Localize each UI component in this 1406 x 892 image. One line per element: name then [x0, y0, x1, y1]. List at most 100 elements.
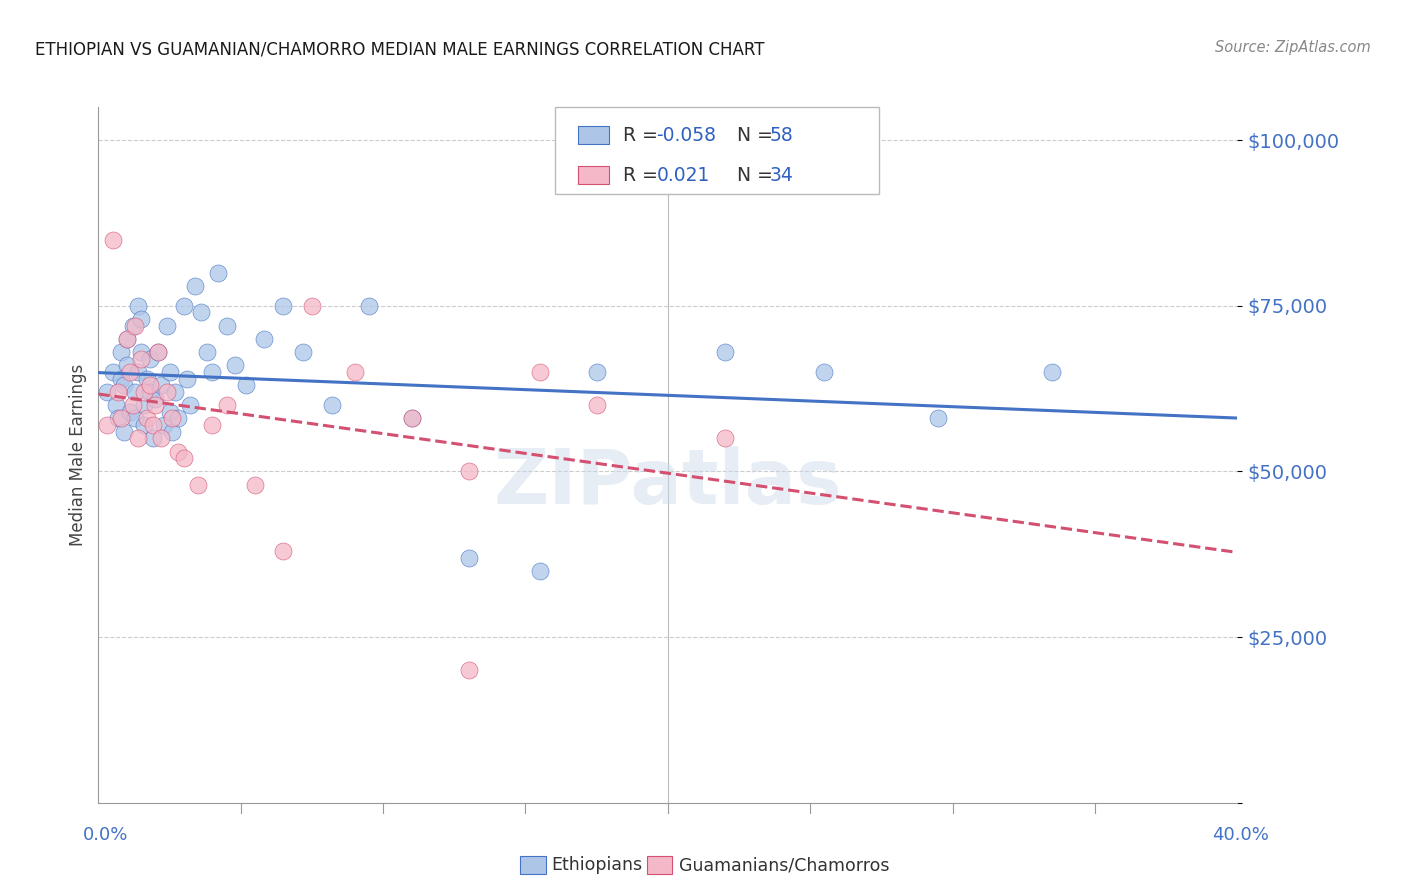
Point: [529, 564, 551, 578]
Point: [813, 365, 835, 379]
Point: [112, 425, 135, 439]
Point: [714, 345, 737, 359]
Point: [457, 663, 479, 677]
Point: [173, 451, 195, 466]
Point: [107, 384, 129, 399]
Point: [162, 411, 184, 425]
Text: Guamanians/Chamorros: Guamanians/Chamorros: [679, 856, 890, 874]
Point: [529, 365, 551, 379]
Point: [714, 431, 737, 445]
Point: [301, 299, 323, 313]
Point: [235, 378, 257, 392]
Point: [145, 392, 167, 406]
Point: [96, 418, 118, 433]
Point: [153, 418, 176, 433]
Point: [118, 365, 141, 379]
Point: [401, 411, 423, 425]
Point: [201, 365, 224, 379]
Point: [273, 544, 295, 558]
Point: [156, 318, 179, 333]
Point: [321, 398, 343, 412]
Point: [135, 411, 157, 425]
Text: 34: 34: [769, 166, 793, 185]
Point: [124, 318, 146, 333]
Point: [148, 345, 170, 359]
Point: [179, 398, 201, 412]
Point: [184, 279, 207, 293]
Point: [129, 351, 152, 366]
Text: 0.0%: 0.0%: [83, 826, 128, 844]
Point: [141, 418, 163, 433]
Point: [167, 444, 190, 458]
Point: [129, 312, 152, 326]
Text: ZIPatlas: ZIPatlas: [494, 446, 842, 520]
Point: [150, 378, 173, 392]
Text: R =: R =: [623, 166, 669, 185]
Point: [927, 411, 949, 425]
Point: [127, 365, 149, 379]
Text: Source: ZipAtlas.com: Source: ZipAtlas.com: [1215, 40, 1371, 55]
Point: [127, 431, 149, 445]
Point: [357, 299, 380, 313]
Point: [224, 359, 246, 373]
Text: 0.021: 0.021: [657, 166, 710, 185]
Point: [215, 398, 238, 412]
Text: N =: N =: [725, 166, 779, 185]
Point: [110, 345, 132, 359]
Point: [176, 372, 198, 386]
Point: [132, 398, 155, 412]
Point: [162, 425, 184, 439]
Point: [107, 411, 129, 425]
Point: [127, 299, 149, 313]
Point: [159, 405, 181, 419]
Point: [585, 398, 607, 412]
Point: [101, 365, 124, 379]
Point: [215, 318, 238, 333]
Point: [1040, 365, 1063, 379]
Point: [101, 233, 124, 247]
Point: [115, 332, 138, 346]
Point: [124, 411, 146, 425]
Text: -0.058: -0.058: [657, 126, 717, 145]
Point: [252, 332, 274, 346]
Text: ETHIOPIAN VS GUAMANIAN/CHAMORRO MEDIAN MALE EARNINGS CORRELATION CHART: ETHIOPIAN VS GUAMANIAN/CHAMORRO MEDIAN M…: [35, 40, 765, 58]
Text: N =: N =: [725, 126, 779, 145]
Point: [110, 372, 132, 386]
Point: [145, 398, 167, 412]
Point: [401, 411, 423, 425]
Point: [148, 345, 170, 359]
Point: [112, 378, 135, 392]
Point: [187, 477, 209, 491]
Point: [207, 266, 229, 280]
Point: [201, 418, 224, 433]
Point: [129, 345, 152, 359]
Point: [135, 372, 157, 386]
Point: [110, 411, 132, 425]
Point: [190, 305, 212, 319]
Point: [115, 359, 138, 373]
Text: 58: 58: [769, 126, 793, 145]
Text: Ethiopians: Ethiopians: [551, 856, 643, 874]
Point: [150, 431, 173, 445]
Point: [243, 477, 266, 491]
Point: [138, 351, 160, 366]
Point: [138, 378, 160, 392]
Point: [121, 398, 143, 412]
Point: [195, 345, 218, 359]
Point: [159, 365, 181, 379]
Point: [138, 384, 160, 399]
Point: [141, 431, 163, 445]
Point: [115, 332, 138, 346]
Point: [118, 405, 141, 419]
Point: [124, 384, 146, 399]
Point: [457, 465, 479, 479]
Point: [156, 384, 179, 399]
Point: [457, 550, 479, 565]
Y-axis label: Median Male Earnings: Median Male Earnings: [69, 364, 87, 546]
Point: [165, 384, 187, 399]
Point: [292, 345, 315, 359]
Point: [132, 418, 155, 433]
Point: [585, 365, 607, 379]
Point: [273, 299, 295, 313]
Text: R =: R =: [623, 126, 664, 145]
